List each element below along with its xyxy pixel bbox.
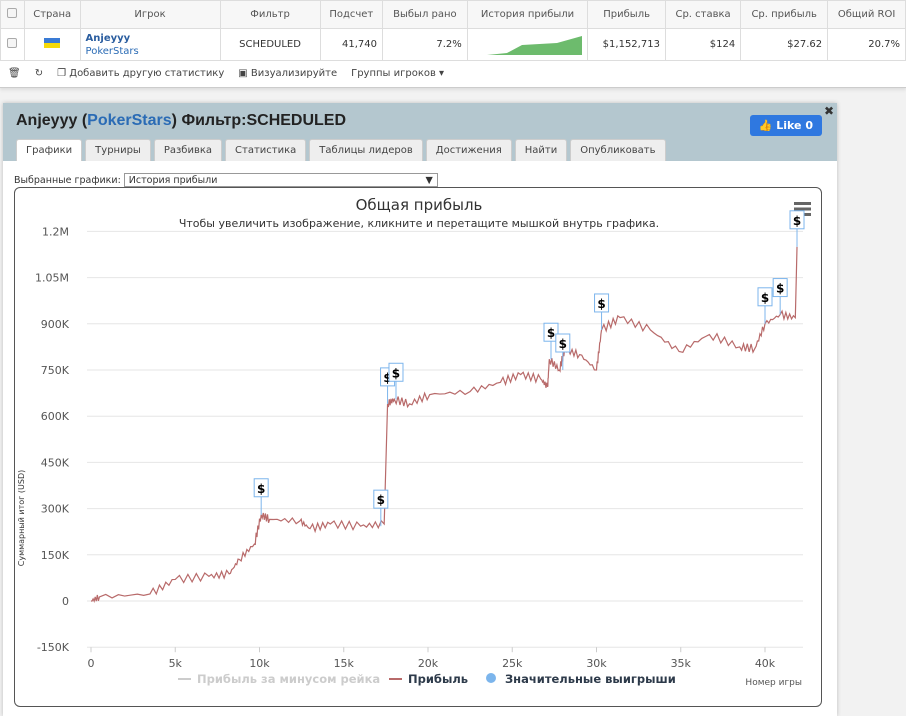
legend-big-wins[interactable]: Значительные выигрыши bbox=[505, 672, 676, 686]
tab-leaderboards[interactable]: Таблицы лидеров bbox=[309, 139, 423, 161]
refresh-icon[interactable]: ↻ bbox=[34, 68, 44, 79]
visualize-label: Визуализируйте bbox=[250, 68, 338, 79]
col-history[interactable]: История прибыли bbox=[466, 0, 589, 29]
svg-text:$: $ bbox=[257, 482, 265, 496]
player-link[interactable]: Anjeyyy bbox=[85, 32, 131, 44]
big-win-flag[interactable]: $ bbox=[757, 287, 773, 324]
x-tick-label: 40k bbox=[755, 657, 776, 670]
chart-select[interactable]: История прибыли ▼ bbox=[123, 173, 438, 187]
site-link[interactable]: PokerStars bbox=[85, 45, 139, 57]
x-tick-label: 15k bbox=[334, 657, 355, 670]
big-win-flag[interactable]: $ bbox=[388, 362, 404, 400]
y-tick-label: 150K bbox=[41, 549, 70, 562]
x-tick-label: 10k bbox=[249, 657, 270, 670]
select-label: Выбранные графики: bbox=[14, 174, 121, 186]
y-tick-label: 750K bbox=[41, 364, 70, 377]
tab-publish[interactable]: Опубликовать bbox=[570, 139, 666, 161]
svg-text:$: $ bbox=[547, 326, 555, 340]
legend-profit[interactable]: Прибыль bbox=[408, 672, 468, 686]
col-avg-stake[interactable]: Ср. ставка bbox=[664, 0, 742, 29]
x-tick-label: 30k bbox=[586, 657, 607, 670]
col-country[interactable]: Страна bbox=[23, 0, 81, 29]
select-all-checkbox[interactable] bbox=[0, 0, 25, 29]
y-axis-label: Суммарный итог (USD) bbox=[17, 470, 26, 567]
legend-rake[interactable]: Прибыль за минусом рейка bbox=[197, 672, 380, 686]
chart-subtitle: Чтобы увеличить изображение, кликните и … bbox=[179, 217, 659, 230]
y-tick-label: 450K bbox=[41, 456, 70, 469]
big-win-flag[interactable]: $ bbox=[543, 322, 559, 360]
panel-title: Anjeyyy (PokerStars) Фильтр:SCHEDULED bbox=[16, 112, 347, 129]
avg-profit-value: $27.62 bbox=[740, 28, 829, 61]
svg-text:$: $ bbox=[392, 366, 400, 380]
row-checkbox[interactable] bbox=[0, 28, 25, 61]
filter-value: SCHEDULED bbox=[219, 28, 321, 61]
tab-tournaments[interactable]: Турниры bbox=[85, 139, 151, 161]
count-value: 41,740 bbox=[319, 28, 384, 61]
profit-chart[interactable]: Общая прибыль Чтобы увеличить изображени… bbox=[15, 188, 821, 706]
tab-achievements[interactable]: Достижения bbox=[425, 139, 512, 161]
close-icon[interactable]: ✖ bbox=[823, 104, 834, 118]
dropdown-arrow-icon: ▼ bbox=[425, 174, 433, 186]
x-tick-label: 5k bbox=[169, 657, 183, 670]
big-win-flag[interactable]: $ bbox=[253, 478, 269, 515]
col-roi[interactable]: Общий ROI bbox=[827, 0, 906, 29]
early-value: 7.2% bbox=[382, 28, 468, 61]
col-player[interactable]: Игрок bbox=[79, 0, 221, 29]
site-link[interactable]: PokerStars bbox=[87, 112, 172, 129]
x-tick-label: 25k bbox=[502, 657, 523, 670]
visualize-button[interactable]: ▣ Визуализируйте bbox=[238, 68, 338, 79]
col-filter[interactable]: Фильтр bbox=[219, 0, 321, 29]
x-tick-label: 0 bbox=[88, 657, 95, 670]
svg-text:$: $ bbox=[383, 371, 391, 385]
chart-container[interactable]: Общая прибыль Чтобы увеличить изображени… bbox=[14, 187, 822, 707]
stats-table: Страна Игрок Фильтр Подсчет Выбыл рано И… bbox=[0, 0, 906, 61]
svg-text:$: $ bbox=[377, 493, 385, 507]
big-win-flag[interactable]: $ bbox=[555, 333, 571, 370]
y-tick-label: 600K bbox=[41, 410, 70, 423]
avg-stake-value: $124 bbox=[664, 28, 742, 61]
col-early[interactable]: Выбыл рано bbox=[382, 0, 468, 29]
trash-icon[interactable]: 🗑 bbox=[8, 68, 21, 79]
col-count[interactable]: Подсчет bbox=[319, 0, 384, 29]
y-tick-label: 0 bbox=[62, 595, 69, 608]
x-tick-label: 35k bbox=[671, 657, 692, 670]
add-stat-label: Добавить другую статистику bbox=[69, 68, 225, 79]
ukraine-flag-icon bbox=[44, 38, 61, 48]
chart-title: Общая прибыль bbox=[356, 196, 483, 214]
y-tick-label: 1.2M bbox=[42, 225, 69, 238]
svg-text:$: $ bbox=[559, 337, 567, 351]
profit-series-line[interactable] bbox=[90, 246, 798, 603]
y-tick-label: -150K bbox=[37, 641, 70, 654]
player-panel: Anjeyyy (PokerStars) Фильтр:SCHEDULED 👍 … bbox=[3, 103, 837, 716]
like-button[interactable]: 👍 Like 0 bbox=[749, 115, 822, 136]
svg-text:$: $ bbox=[793, 214, 801, 228]
tab-breakdown[interactable]: Разбивка bbox=[153, 139, 223, 161]
stats-table-area: Страна Игрок Фильтр Подсчет Выбыл рано И… bbox=[0, 0, 906, 88]
tab-find[interactable]: Найти bbox=[514, 139, 568, 161]
big-win-flag[interactable]: $ bbox=[789, 210, 805, 247]
svg-text:$: $ bbox=[597, 297, 605, 311]
profit-value: $1,152,713 bbox=[587, 28, 666, 61]
y-tick-label: 1.05M bbox=[35, 272, 69, 285]
svg-text:$: $ bbox=[776, 282, 784, 296]
add-stat-button[interactable]: ❐ Добавить другую статистику bbox=[57, 68, 225, 79]
svg-text:$: $ bbox=[761, 291, 769, 305]
big-win-flag[interactable]: $ bbox=[594, 293, 610, 330]
tab-stats[interactable]: Статистика bbox=[225, 139, 307, 161]
col-profit[interactable]: Прибыль bbox=[587, 0, 666, 29]
table-row: Anjeyyy PokerStars SCHEDULED 41,740 7.2% … bbox=[0, 28, 906, 61]
x-tick-label: 20k bbox=[418, 657, 439, 670]
x-axis-label: Номер игры bbox=[745, 678, 802, 688]
big-win-flag[interactable]: $ bbox=[772, 278, 788, 315]
big-win-flag[interactable]: $ bbox=[373, 489, 389, 527]
roi-value: 20.7% bbox=[827, 28, 906, 61]
y-tick-label: 300K bbox=[41, 503, 70, 516]
tab-charts[interactable]: Графики bbox=[16, 139, 83, 161]
col-avg-profit[interactable]: Ср. прибыль bbox=[740, 0, 829, 29]
y-tick-label: 900K bbox=[41, 318, 70, 331]
profit-sparkline bbox=[466, 28, 589, 61]
player-groups-dropdown[interactable]: Группы игроков ▾ bbox=[351, 68, 445, 79]
